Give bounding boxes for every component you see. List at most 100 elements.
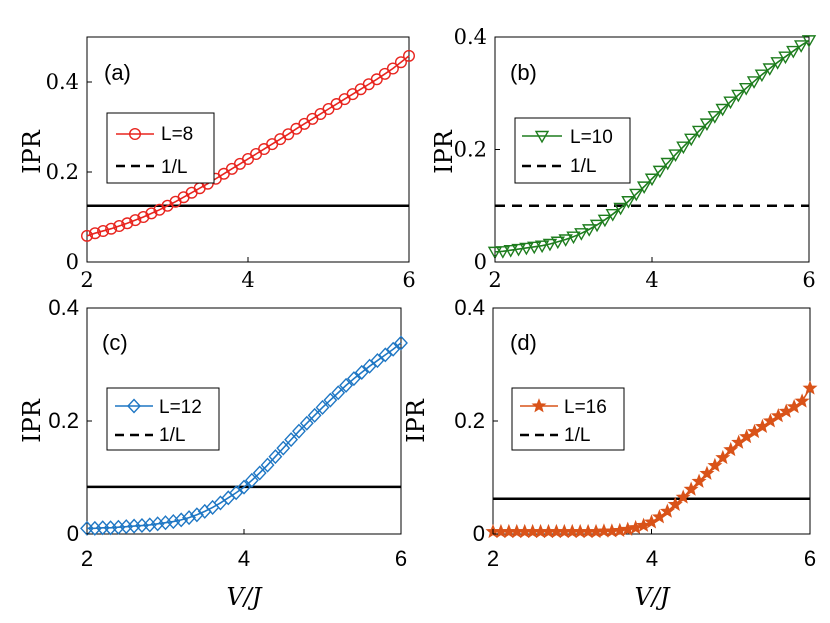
panel-c-data-point-20: [237, 479, 251, 495]
panel-a-data-point-0: [80, 229, 93, 242]
panel-c-data-point-14: [189, 507, 204, 523]
panel-a-ytick-0: 0: [66, 250, 79, 274]
panel-b-data-point-29: [715, 103, 730, 117]
panel-a-data-point-37: [378, 67, 391, 80]
panel-c-data-point-40: [394, 335, 408, 351]
panel-a-xtick-1: 4: [241, 268, 254, 292]
panel-c-data-point-13: [182, 510, 197, 526]
panel-c-legend-entry-2: 1/L: [159, 425, 185, 446]
panel-c-plot: [80, 335, 408, 536]
panel-b-plot: [487, 35, 817, 260]
panel-b-data-point-3: [511, 243, 526, 257]
panel-b-xtick-2: 6: [802, 268, 815, 292]
panel-c-data-point-28: [299, 415, 314, 431]
panel-c-data-point-31: [323, 392, 338, 408]
panel-b-data-point-19: [636, 181, 652, 195]
panel-a-legend-box: [106, 112, 215, 184]
panel-b-data-point-11: [574, 228, 589, 241]
panel-a-data-point-5: [121, 217, 134, 230]
panel-b-ytick-0: 0: [474, 250, 487, 274]
panel-b-data-point-40: [801, 35, 817, 48]
panel-a-data-point-1: [89, 227, 102, 240]
panel-b-data-point-35: [762, 63, 777, 76]
panel-a-data-point-39: [394, 56, 407, 69]
panel-b-data-point-26: [691, 125, 707, 139]
panel-b-label: (b): [510, 60, 537, 85]
panel-a-data-point-38: [386, 62, 399, 75]
panel-c-xtick-2: 6: [395, 546, 407, 571]
panel-c-xlabel: V/J: [226, 583, 262, 611]
panel-a-ytick-2: 0.4: [46, 70, 79, 94]
panel-d-xtick-2: 6: [804, 546, 816, 571]
panel-b-data-point-1: [495, 246, 511, 259]
panel-d-data-point-28: [707, 457, 723, 473]
panel-b-data-point-20: [644, 173, 660, 187]
panel-b-data-point-30: [723, 96, 738, 110]
panel-b-data-point-0: [487, 246, 503, 260]
panel-a-data-point-7: [137, 210, 150, 223]
panel-b-data-point-4: [519, 242, 534, 256]
panel-a-label: (a): [104, 60, 131, 85]
panel-b-data-point-16: [613, 202, 628, 216]
panel-b-data-point-36: [770, 57, 785, 70]
panel-c-ytick-1: 0.2: [48, 408, 79, 433]
panel-c-data-point-10: [158, 515, 173, 531]
panel-a-ylabel: IPR: [18, 129, 46, 174]
panel-d-data-point-24: [675, 489, 691, 504]
panel-c-data-point-36: [362, 358, 377, 374]
panel-c-data-point-35: [354, 364, 369, 380]
panel-d-data-point-40: [802, 380, 818, 395]
panel-c-data-point-30: [315, 399, 330, 415]
panel-b-ytick-1: 0.2: [454, 138, 487, 162]
panel-a: IPR (a) 2 4 6 0 0.2 0.4 L=8 1/L: [18, 36, 416, 292]
panel-d-xtick-0: 2: [487, 546, 499, 571]
panel-c-ytick-0: 0: [67, 521, 79, 546]
panel-b-data-point-9: [558, 234, 573, 247]
panel-c-data-point-9: [150, 516, 165, 532]
panel-a-xtick-0: 2: [80, 268, 93, 292]
panel-b-data-point-10: [566, 231, 581, 245]
panel-a-legend: L=8 1/L: [106, 112, 215, 184]
panel-b-data-point-8: [550, 236, 566, 250]
panel-d-label: (d): [510, 330, 537, 355]
panel-b-data-point-5: [527, 241, 542, 255]
panel-b-legend: L=10 1/L: [514, 117, 631, 184]
panel-c-data-point-26: [284, 432, 299, 448]
panel-d-legend-entry-1: L=16: [564, 397, 607, 418]
panel-a-data-point-8: [145, 207, 158, 220]
panel-d-ytick-1: 0.2: [454, 408, 485, 433]
panel-b-legend-box: [514, 117, 631, 184]
panel-d-data-point-27: [699, 465, 715, 480]
panel-b-data-point-21: [652, 165, 668, 179]
panel-c-xtick-0: 2: [81, 546, 93, 571]
panel-d-data-point-25: [683, 481, 699, 496]
panel-b-data-point-15: [605, 208, 620, 222]
panel-c-ylabel: IPR: [18, 398, 46, 443]
panel-c-legend-box: [106, 387, 220, 451]
panel-c-data-point-23: [260, 457, 275, 473]
panel-b-data-point-31: [731, 89, 746, 103]
panel-b-data-point-27: [699, 118, 715, 132]
panel-a-data-point-40: [403, 49, 416, 62]
panel-c-data-point-22: [252, 465, 267, 481]
panel-b-data-point-38: [786, 45, 801, 59]
panel-b-data-point-22: [660, 157, 675, 171]
panel-b: IPR (b) 2 4 6 0 0.2 0.4 L=10 1/L: [430, 25, 817, 292]
panel-b-data-point-7: [542, 238, 558, 252]
panel-b-legend-entry-1: L=10: [570, 127, 613, 148]
panel-c-data-point-34: [346, 371, 361, 387]
panel-b-data-point-39: [793, 40, 809, 53]
panel-d-ytick-0: 0: [473, 521, 485, 546]
panel-c-label: (c): [102, 330, 128, 355]
panel-a-data-point-2: [97, 224, 110, 237]
panel-b-data-point-12: [581, 224, 597, 237]
panel-b-legend-entry-2: 1/L: [570, 156, 596, 177]
panel-d-data-point-29: [715, 449, 731, 465]
panel-d-ytick-2: 0.4: [454, 295, 485, 320]
panel-a-legend-entry-1: L=8: [161, 124, 193, 145]
panel-d: IPR (d) 2 4 6 V/J 0 0.2 0.4 L=16 1/L: [402, 295, 818, 611]
panel-d-xtick-1: 4: [646, 546, 658, 571]
panel-c-data-point-24: [268, 449, 283, 465]
panel-b-data-point-23: [668, 149, 683, 162]
